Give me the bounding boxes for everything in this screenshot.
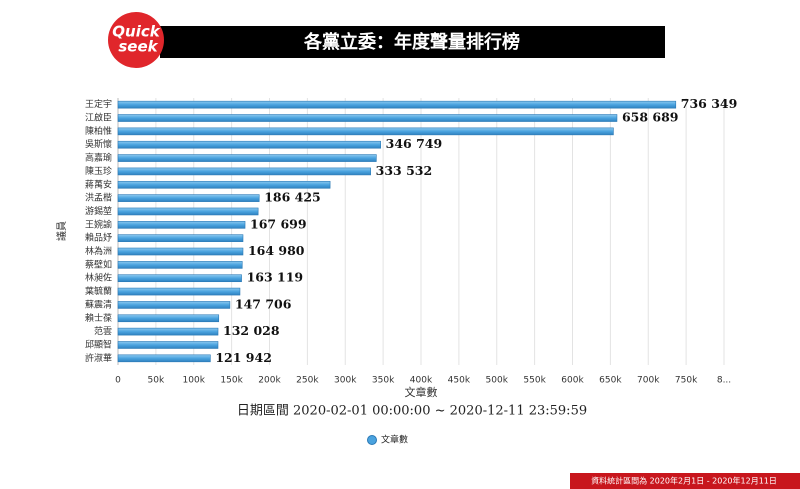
bar: [117, 354, 211, 363]
value-label: 186 425: [264, 190, 321, 205]
x-tick-label: 150k: [220, 376, 243, 386]
x-tick-label: 550k: [523, 376, 546, 386]
bar: [117, 314, 220, 323]
bar: [117, 140, 381, 149]
y-tick-label: 洪孟楷: [85, 192, 112, 204]
x-tick-label: 700k: [637, 376, 660, 386]
y-tick-label: 陳柏惟: [85, 125, 112, 137]
y-tick-label: 游錫堃: [85, 205, 112, 217]
bar: [117, 180, 331, 189]
value-label: 658 689: [622, 110, 679, 125]
legend-swatch: [367, 435, 377, 445]
value-label: 121 942: [215, 350, 272, 365]
y-tick-label: 吳斯懷: [85, 138, 112, 150]
bar: [117, 127, 614, 136]
x-tick-label: 400k: [410, 376, 433, 386]
y-tick-label: 蔣萬安: [85, 178, 112, 190]
y-tick-label: 蔡壁如: [85, 258, 112, 270]
x-tick-label: 0: [115, 376, 121, 386]
bar: [117, 247, 244, 256]
x-tick-label: 250k: [296, 376, 319, 386]
y-tick-label: 王定宇: [85, 98, 112, 110]
y-axis-title: 議員: [55, 221, 68, 241]
bar: [117, 207, 259, 216]
value-label: 333 532: [376, 163, 433, 178]
x-tick-label: 500k: [486, 376, 509, 386]
x-tick-label: 8...: [717, 376, 731, 386]
bar: [117, 287, 241, 296]
title-bar: [160, 26, 665, 58]
y-tick-label: 江啟臣: [85, 112, 112, 124]
bar: [117, 221, 246, 229]
y-tick-label: 邱顯智: [85, 338, 112, 350]
x-tick-label: 450k: [448, 376, 471, 386]
bar: [117, 114, 618, 122]
value-label: 167 699: [250, 216, 307, 231]
x-tick-label: 300k: [334, 376, 357, 386]
bar: [117, 154, 377, 162]
x-tick-label: 750k: [675, 376, 698, 386]
y-tick-label: 葉毓蘭: [85, 285, 112, 297]
y-tick-label: 高嘉瑜: [85, 152, 112, 164]
bar: [117, 234, 244, 242]
footer-bar: [570, 473, 800, 489]
y-tick-label: 陳玉珍: [85, 165, 112, 177]
value-label: 163 119: [247, 270, 304, 285]
value-label: 736 349: [681, 96, 738, 111]
y-tick-label: 林為洲: [85, 245, 112, 257]
value-label: 164 980: [248, 243, 305, 258]
x-tick-label: 100k: [183, 376, 206, 386]
y-tick-label: 林昶佐: [85, 272, 112, 284]
bar: [117, 261, 243, 269]
value-label: 147 706: [235, 296, 292, 311]
bar: [117, 327, 219, 336]
bar: [117, 100, 677, 109]
y-tick-label: 許淑華: [85, 352, 112, 364]
logo-text: seek: [118, 38, 158, 56]
subtitle: 日期區間 2020-02-01 00:00:00 ~ 2020-12-11 23…: [237, 404, 587, 419]
x-tick-label: 600k: [561, 376, 584, 386]
bar: [117, 194, 260, 202]
bar: [117, 301, 231, 309]
x-tick-label: 650k: [599, 376, 622, 386]
y-tick-label: 蘇震清: [85, 298, 112, 310]
value-label: 132 028: [223, 323, 280, 338]
bar: [117, 167, 371, 176]
legend-label: 文章數: [381, 434, 408, 446]
logo-text: Quick: [112, 23, 160, 41]
y-tick-label: 王婉諭: [85, 218, 112, 230]
bar: [117, 341, 219, 349]
y-tick-label: 范雲: [94, 325, 112, 337]
bar: [117, 274, 242, 283]
chart-title: 各黨立委：年度聲量排行榜: [303, 31, 520, 53]
logo-badge: [108, 12, 164, 68]
footer: 資料統計區間為 2020年2月1日 - 2020年12月11日: [591, 476, 777, 486]
y-tick-label: 賴士葆: [85, 312, 112, 324]
y-tick-label: 賴品妤: [85, 232, 112, 244]
x-tick-label: 350k: [372, 376, 395, 386]
value-label: 346 749: [386, 136, 443, 151]
x-tick-label: 200k: [258, 376, 281, 386]
x-axis-title: 文章數: [405, 385, 438, 399]
x-tick-label: 50k: [148, 376, 165, 386]
